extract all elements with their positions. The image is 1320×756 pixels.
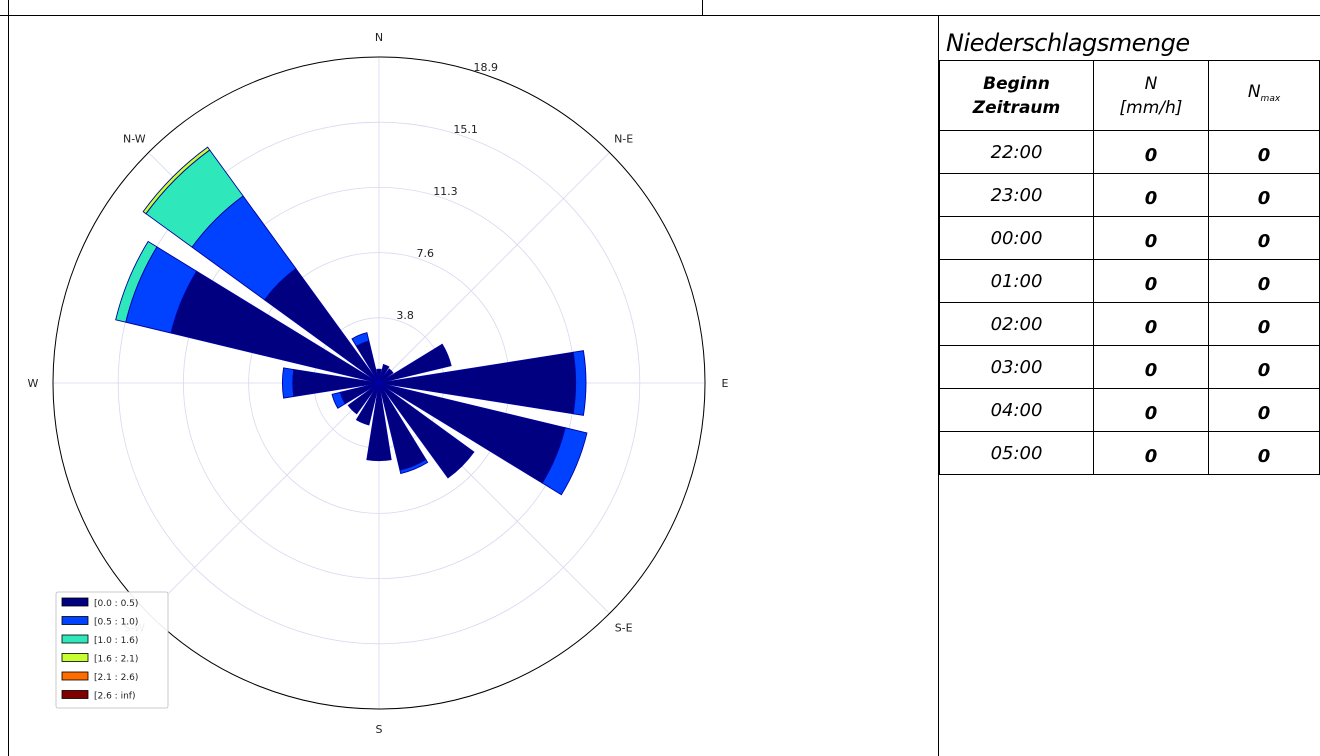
time-cell: 04:00 [939, 388, 1094, 432]
rose-sector-segment [347, 382, 380, 415]
nmax-cell: 0 [1208, 388, 1320, 432]
header-n-line2: [mm/h] [1119, 97, 1183, 118]
time-cell: 22:00 [939, 130, 1094, 174]
wind-rose-chart: 3.87.611.315.118.9EN-ENN-WWS-WSS-E[0.0 :… [28, 31, 729, 736]
rose-sector-segment [572, 350, 587, 416]
direction-label: E [722, 377, 729, 390]
nmax-cell: 0 [1208, 259, 1320, 303]
rose-sector-segment [351, 332, 370, 347]
direction-label: N-E [614, 132, 633, 145]
nmax-cell: 0 [1208, 173, 1320, 217]
n-cell: 0 [1093, 173, 1209, 217]
header-n-line1: N [1144, 73, 1158, 94]
rose-sector-segment [142, 146, 211, 215]
direction-label: N-W [123, 132, 146, 145]
rose-sector-segment [355, 382, 380, 426]
table-row: 23:00 0 0 [939, 173, 1320, 217]
precipitation-table: Beginn Zeitraum N [mm/h] Nmax 22:00 0 0 23:00… [939, 60, 1320, 475]
legend-swatch [61, 690, 89, 699]
header-begin-line2: Zeitraum [972, 97, 1061, 118]
n-cell: 0 [1093, 216, 1209, 260]
legend-swatch [61, 671, 89, 681]
table-row: 00:00 0 0 [939, 216, 1320, 260]
n-cell: 0 [1093, 388, 1209, 432]
frame-line [8, 0, 9, 15]
time-cell: 05:00 [939, 431, 1094, 475]
table-row: 22:00 0 0 [939, 130, 1320, 174]
table-row: 05:00 0 0 [939, 431, 1320, 475]
frame-line [938, 16, 939, 756]
precipitation-panel: Niederschlagsmenge Beginn Zeitraum N [mm/h… [939, 26, 1320, 475]
rose-sector-segment [378, 364, 390, 384]
direction-label: S [376, 723, 383, 736]
time-cell: 00:00 [939, 216, 1094, 260]
header-n: N [mm/h] [1093, 60, 1209, 131]
header-nmax: Nmax [1208, 60, 1320, 131]
ring-label: 18.9 [473, 61, 498, 74]
nmax-cell: 0 [1208, 431, 1320, 475]
table-header-row: Beginn Zeitraum N [mm/h] Nmax [939, 60, 1320, 131]
n-cell: 0 [1093, 302, 1209, 346]
rose-sector-segment [376, 368, 382, 384]
legend-label: [2.1 : 2.6) [94, 673, 138, 683]
legend-label: [0.5 : 1.0) [94, 618, 138, 628]
ring-label: 7.6 [417, 247, 435, 260]
legend-label: [1.6 : 2.1) [94, 655, 138, 665]
rose-sector-segment [366, 382, 392, 462]
table-row: 04:00 0 0 [939, 388, 1320, 432]
legend-swatch [61, 653, 89, 662]
precipitation-title: Niederschlagsmenge [946, 29, 1190, 57]
ring-label: 15.1 [453, 123, 478, 136]
rose-sector-segment [331, 391, 346, 409]
rose-sector-segment [399, 458, 429, 475]
rose-sector-segment [378, 382, 475, 479]
grid-spoke [148, 382, 380, 614]
frame-line [8, 16, 9, 756]
n-cell: 0 [1093, 431, 1209, 475]
legend-label: [1.0 : 1.6) [94, 636, 138, 646]
time-cell: 01:00 [939, 259, 1094, 303]
rose-sector-segment [378, 343, 452, 384]
grid-spoke [378, 152, 610, 384]
rose-sector-segment [115, 240, 158, 323]
header-nmax-main: N [1247, 82, 1261, 102]
legend-swatch [61, 634, 89, 644]
header-nmax-sub: max [1260, 94, 1281, 104]
direction-label: S-E [615, 622, 633, 635]
table-row: 02:00 0 0 [939, 302, 1320, 346]
legend-swatch [61, 597, 89, 607]
rose-sector-segment [541, 427, 588, 496]
n-cell: 0 [1093, 130, 1209, 174]
frame-line [702, 0, 703, 15]
legend-label: [2.6 : inf) [94, 692, 135, 702]
table-row: 01:00 0 0 [939, 259, 1320, 303]
n-cell: 0 [1093, 259, 1209, 303]
nmax-cell: 0 [1208, 345, 1320, 389]
n-cell: 0 [1093, 345, 1209, 389]
time-cell: 03:00 [939, 345, 1094, 389]
time-cell: 23:00 [939, 173, 1094, 217]
nmax-cell: 0 [1208, 130, 1320, 174]
header-begin: Beginn Zeitraum [939, 60, 1094, 131]
ring-label: 3.8 [396, 309, 414, 322]
rose-sector-segment [378, 368, 394, 384]
legend-swatch [61, 616, 89, 625]
direction-label: N [375, 31, 383, 44]
table-row: 03:00 0 0 [939, 345, 1320, 389]
rose-sector-segment [281, 367, 295, 399]
nmax-cell: 0 [1208, 302, 1320, 346]
outer-ring [52, 56, 706, 710]
top-frame [0, 0, 1320, 16]
ring-label: 11.3 [433, 185, 458, 198]
nmax-cell: 0 [1208, 216, 1320, 260]
time-cell: 02:00 [939, 302, 1094, 346]
header-begin-line1: Beginn [983, 73, 1050, 94]
legend-label: [0.0 : 0.5) [94, 599, 138, 609]
direction-label: W [28, 377, 39, 390]
